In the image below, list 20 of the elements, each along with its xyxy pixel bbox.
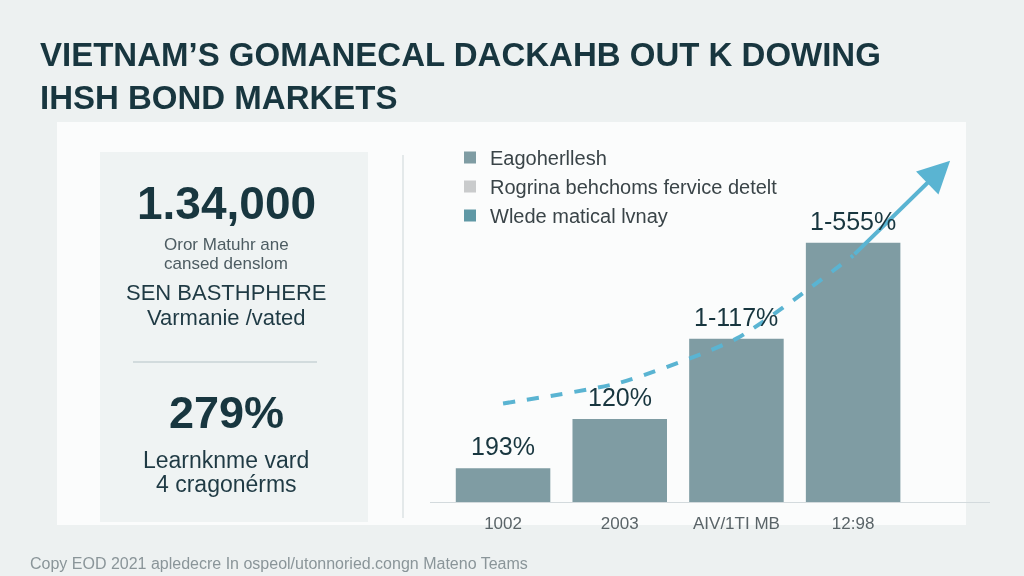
x-tick-label: 2003 xyxy=(600,514,639,534)
legend-label: Eagoherllesh xyxy=(490,147,607,170)
legend-label: Wlede matical lvnay xyxy=(490,205,668,228)
bar xyxy=(455,468,551,502)
x-tick-label: 1002 xyxy=(484,514,522,534)
text: SEN BASTHPHERE Varmanie /vated xyxy=(126,280,327,330)
annotation: 1-117% xyxy=(694,303,779,331)
text: Copy EOD 2021 apledecre In ospeol/utonnoried.congn Mateno Teams xyxy=(30,555,528,572)
annotation: 193% xyxy=(471,432,535,460)
text: Oror Matuhr ane cansed denslom xyxy=(164,235,289,273)
text: 279% xyxy=(169,387,285,438)
x-tick-label: AIV/1TI MB xyxy=(692,514,780,534)
text: 1.34,000 xyxy=(137,177,317,229)
legend-label: Rogrina behchoms fervice detelt xyxy=(490,176,778,199)
annotation: 120% xyxy=(588,383,652,411)
text: VIETNAM’S GOMANECAL DACKAHB OUT K DOWING IHSH BOND MARKETS xyxy=(40,36,881,116)
x-tick-label: 12:98 xyxy=(831,514,875,534)
bar xyxy=(689,338,784,502)
bar xyxy=(572,419,667,502)
text: Learnknme vard 4 cragonérms xyxy=(143,447,310,497)
